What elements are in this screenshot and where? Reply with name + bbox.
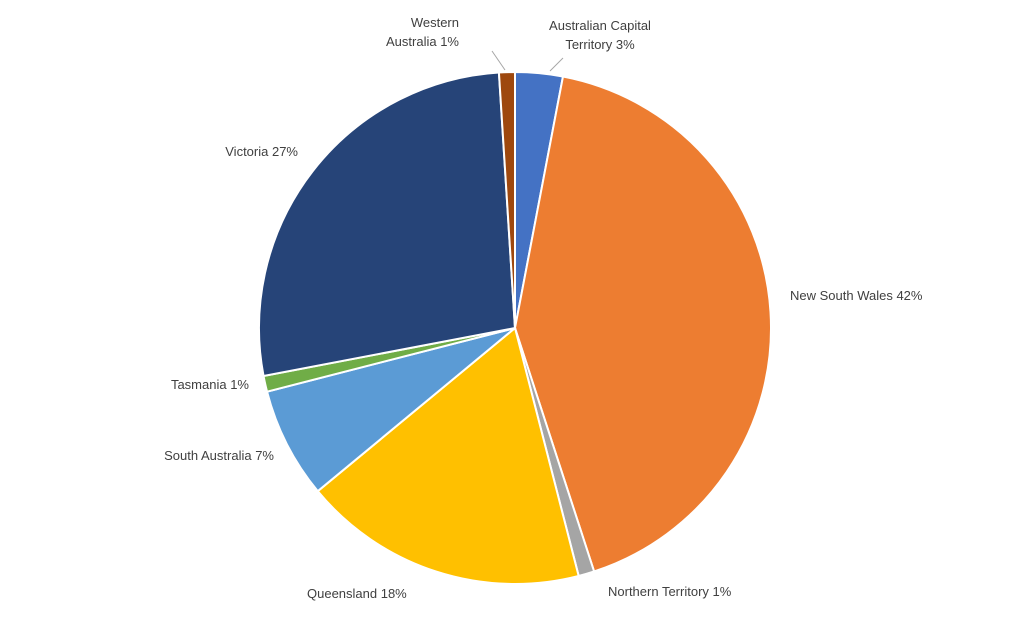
slice-label-south-australia: South Australia 7%: [164, 448, 274, 463]
slice-label-queensland: Queensland 18%: [307, 586, 407, 601]
pie-slice-queensland: [316, 326, 580, 585]
slice-label-victoria: Victoria 27%: [225, 144, 298, 159]
slice-label-northern-territory: Northern Territory 1%: [608, 584, 732, 599]
pie-slices: [258, 70, 772, 585]
leader-lines: [491, 50, 564, 72]
pie-slice-south-australia: [265, 327, 516, 493]
slice-label-australian-capital-territory: Australian Capital Territory 3%: [549, 18, 651, 52]
pie-slice-new-south-wales: [513, 75, 772, 573]
leader-line-australian-capital-territory: [549, 57, 564, 72]
pie-slice-western-australia: [497, 70, 516, 329]
slice-label-tasmania: Tasmania 1%: [171, 377, 249, 392]
leader-line-western-australia: [491, 50, 506, 71]
slice-label-new-south-wales: New South Wales 42%: [790, 288, 923, 303]
slice-label-western-australia: Western Australia 1%: [386, 15, 459, 49]
slice-labels: Australian Capital Territory 3% New South …: [164, 15, 923, 601]
pie-slice-victoria: [258, 71, 517, 378]
